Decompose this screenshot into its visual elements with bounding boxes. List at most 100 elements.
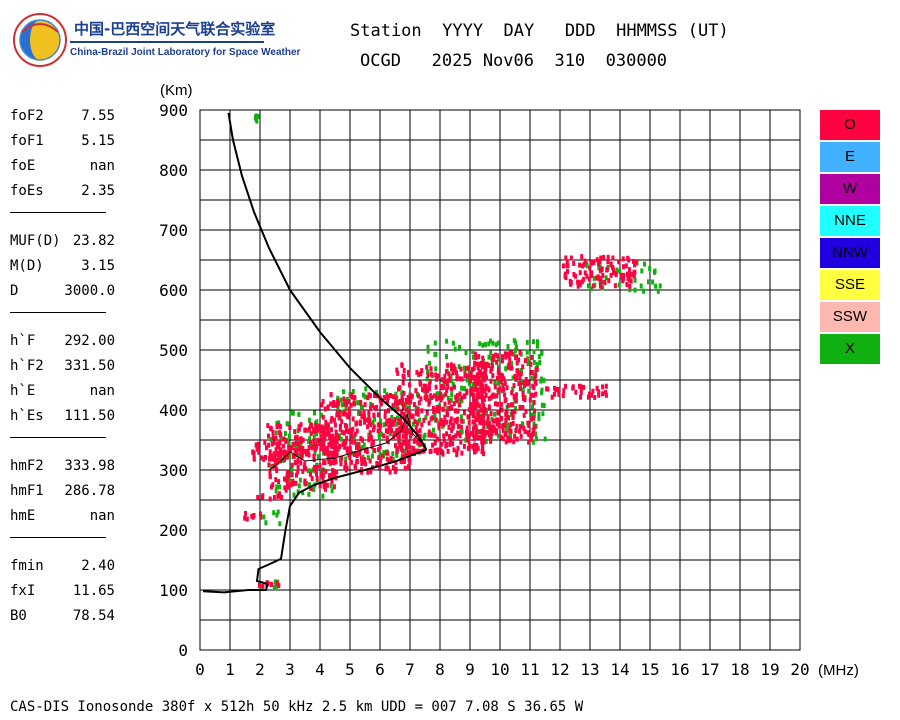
o-mode-echo [473, 386, 477, 392]
x-mode-echo [356, 400, 360, 406]
x-mode-echo [484, 342, 488, 348]
o-mode-echo [363, 457, 367, 463]
o-mode-echo [375, 461, 379, 466]
o-mode-echo [473, 419, 477, 425]
o-mode-echo [348, 411, 352, 417]
o-mode-echo [494, 352, 498, 358]
o-mode-echo [535, 366, 539, 372]
o-mode-echo [513, 409, 517, 415]
o-mode-echo [406, 464, 410, 470]
o-mode-echo [315, 444, 319, 450]
o-mode-echo [427, 386, 431, 392]
o-mode-echo [303, 478, 307, 484]
x-mode-echo [378, 452, 382, 457]
o-mode-echo [481, 415, 485, 420]
o-mode-echo [480, 439, 484, 445]
x-mode-echo [459, 414, 463, 420]
o-mode-echo [472, 396, 475, 402]
o-mode-echo [522, 412, 526, 418]
x-mode-echo [478, 341, 482, 347]
o-mode-echo [514, 392, 518, 398]
o-mode-echo [299, 448, 303, 454]
o-mode-echo [504, 397, 508, 403]
o-mode-echo [467, 439, 471, 444]
o-mode-echo [290, 472, 294, 478]
parameter-row: h`F 292.00 [10, 333, 115, 358]
o-mode-echo [481, 446, 485, 452]
o-mode-echo [602, 254, 606, 260]
o-mode-echo [398, 398, 402, 404]
o-mode-echo [591, 388, 595, 394]
o-mode-echo [440, 385, 444, 391]
o-mode-echo [337, 434, 340, 440]
x-mode-echo [313, 451, 317, 456]
o-mode-echo [505, 385, 509, 391]
x-mode-echo [510, 361, 513, 367]
o-mode-echo [363, 448, 367, 453]
x-tick-label: 1 [225, 660, 235, 679]
x-mode-echo [272, 510, 276, 516]
o-mode-echo [347, 452, 351, 458]
x-mode-echo [540, 387, 544, 393]
o-mode-echo [471, 413, 475, 419]
o-mode-echo [371, 427, 375, 433]
o-mode-echo [529, 436, 533, 442]
x-mode-echo [464, 350, 468, 356]
x-mode-echo [288, 454, 291, 459]
o-mode-echo [473, 434, 477, 440]
o-mode-echo [572, 272, 576, 277]
x-mode-echo [290, 467, 294, 473]
o-mode-echo [546, 386, 550, 392]
o-mode-echo [455, 449, 459, 455]
x-mode-echo [537, 416, 541, 422]
o-mode-echo [496, 370, 500, 375]
o-mode-echo [332, 474, 336, 480]
o-mode-echo [504, 354, 508, 360]
o-mode-echo [357, 445, 361, 451]
x-mode-echo [273, 585, 276, 591]
o-mode-echo [528, 397, 532, 403]
o-mode-echo [298, 445, 302, 451]
o-mode-echo [334, 447, 338, 453]
x-mode-echo [275, 512, 279, 518]
x-tick-label: 4 [315, 660, 325, 679]
o-mode-echo [362, 415, 366, 420]
o-mode-echo [569, 255, 573, 261]
o-mode-echo [628, 277, 631, 283]
x-mode-echo [297, 483, 301, 489]
o-mode-echo [530, 370, 534, 376]
o-mode-echo [504, 418, 508, 423]
o-mode-echo [507, 437, 511, 443]
o-mode-echo [455, 419, 459, 425]
o-mode-echo [429, 366, 433, 372]
x-mode-echo [298, 477, 302, 483]
o-mode-echo [294, 435, 297, 441]
o-mode-echo [591, 283, 595, 289]
parameter-value: nan [89, 383, 115, 399]
o-mode-echo [291, 454, 295, 459]
o-mode-echo [377, 455, 381, 461]
o-mode-echo [467, 373, 471, 379]
o-mode-echo [297, 426, 301, 432]
o-mode-echo [590, 270, 594, 276]
legend-item-ssw: SSW [820, 302, 880, 332]
parameter-row: foF1 5.15 [10, 133, 115, 158]
o-mode-echo [415, 421, 419, 427]
x-tick-label: 11 [520, 660, 539, 679]
x-mode-echo [531, 404, 534, 410]
o-mode-echo [286, 469, 290, 475]
o-mode-echo [271, 434, 275, 440]
x-tick-label: 13 [580, 660, 599, 679]
x-mode-echo [618, 269, 622, 275]
x-mode-echo [291, 410, 295, 416]
o-mode-echo [582, 262, 586, 268]
o-mode-echo [261, 493, 265, 499]
o-mode-echo [532, 430, 535, 436]
x-mode-echo [321, 493, 325, 499]
o-mode-echo [310, 476, 314, 482]
o-mode-echo [312, 453, 316, 459]
o-mode-echo [578, 262, 582, 268]
parameter-row: hmE nan [10, 508, 115, 533]
o-mode-echo [413, 419, 417, 425]
o-mode-echo [566, 269, 569, 275]
